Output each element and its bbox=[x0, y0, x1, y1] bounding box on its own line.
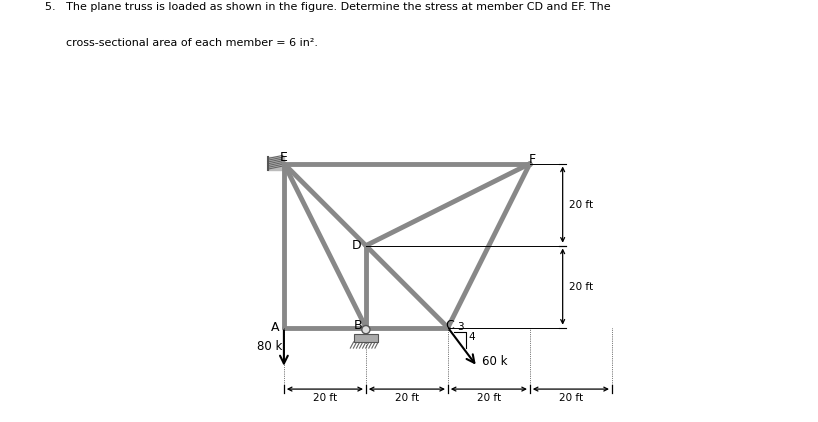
Text: 20 ft: 20 ft bbox=[569, 281, 593, 292]
Bar bbox=[353, 334, 378, 342]
Text: 5.   The plane truss is loaded as shown in the figure. Determine the stress at m: 5. The plane truss is loaded as shown in… bbox=[45, 2, 610, 12]
Circle shape bbox=[362, 325, 370, 334]
Text: C: C bbox=[446, 319, 454, 332]
Text: 20 ft: 20 ft bbox=[312, 392, 337, 403]
Text: 3: 3 bbox=[457, 322, 464, 332]
Text: F: F bbox=[528, 153, 536, 166]
Text: A: A bbox=[271, 321, 279, 334]
Text: 60 k: 60 k bbox=[482, 355, 507, 368]
Text: 20 ft: 20 ft bbox=[477, 392, 501, 403]
Text: B: B bbox=[353, 319, 362, 332]
Text: cross-sectional area of each member = 6 in².: cross-sectional area of each member = 6 … bbox=[45, 38, 318, 48]
Text: D: D bbox=[352, 239, 362, 252]
Text: 20 ft: 20 ft bbox=[559, 392, 583, 403]
Text: 20 ft: 20 ft bbox=[569, 200, 593, 210]
Polygon shape bbox=[267, 157, 284, 170]
Text: E: E bbox=[280, 151, 288, 164]
Text: 80 k: 80 k bbox=[257, 340, 282, 353]
Text: 20 ft: 20 ft bbox=[395, 392, 419, 403]
Text: 4: 4 bbox=[469, 332, 475, 342]
